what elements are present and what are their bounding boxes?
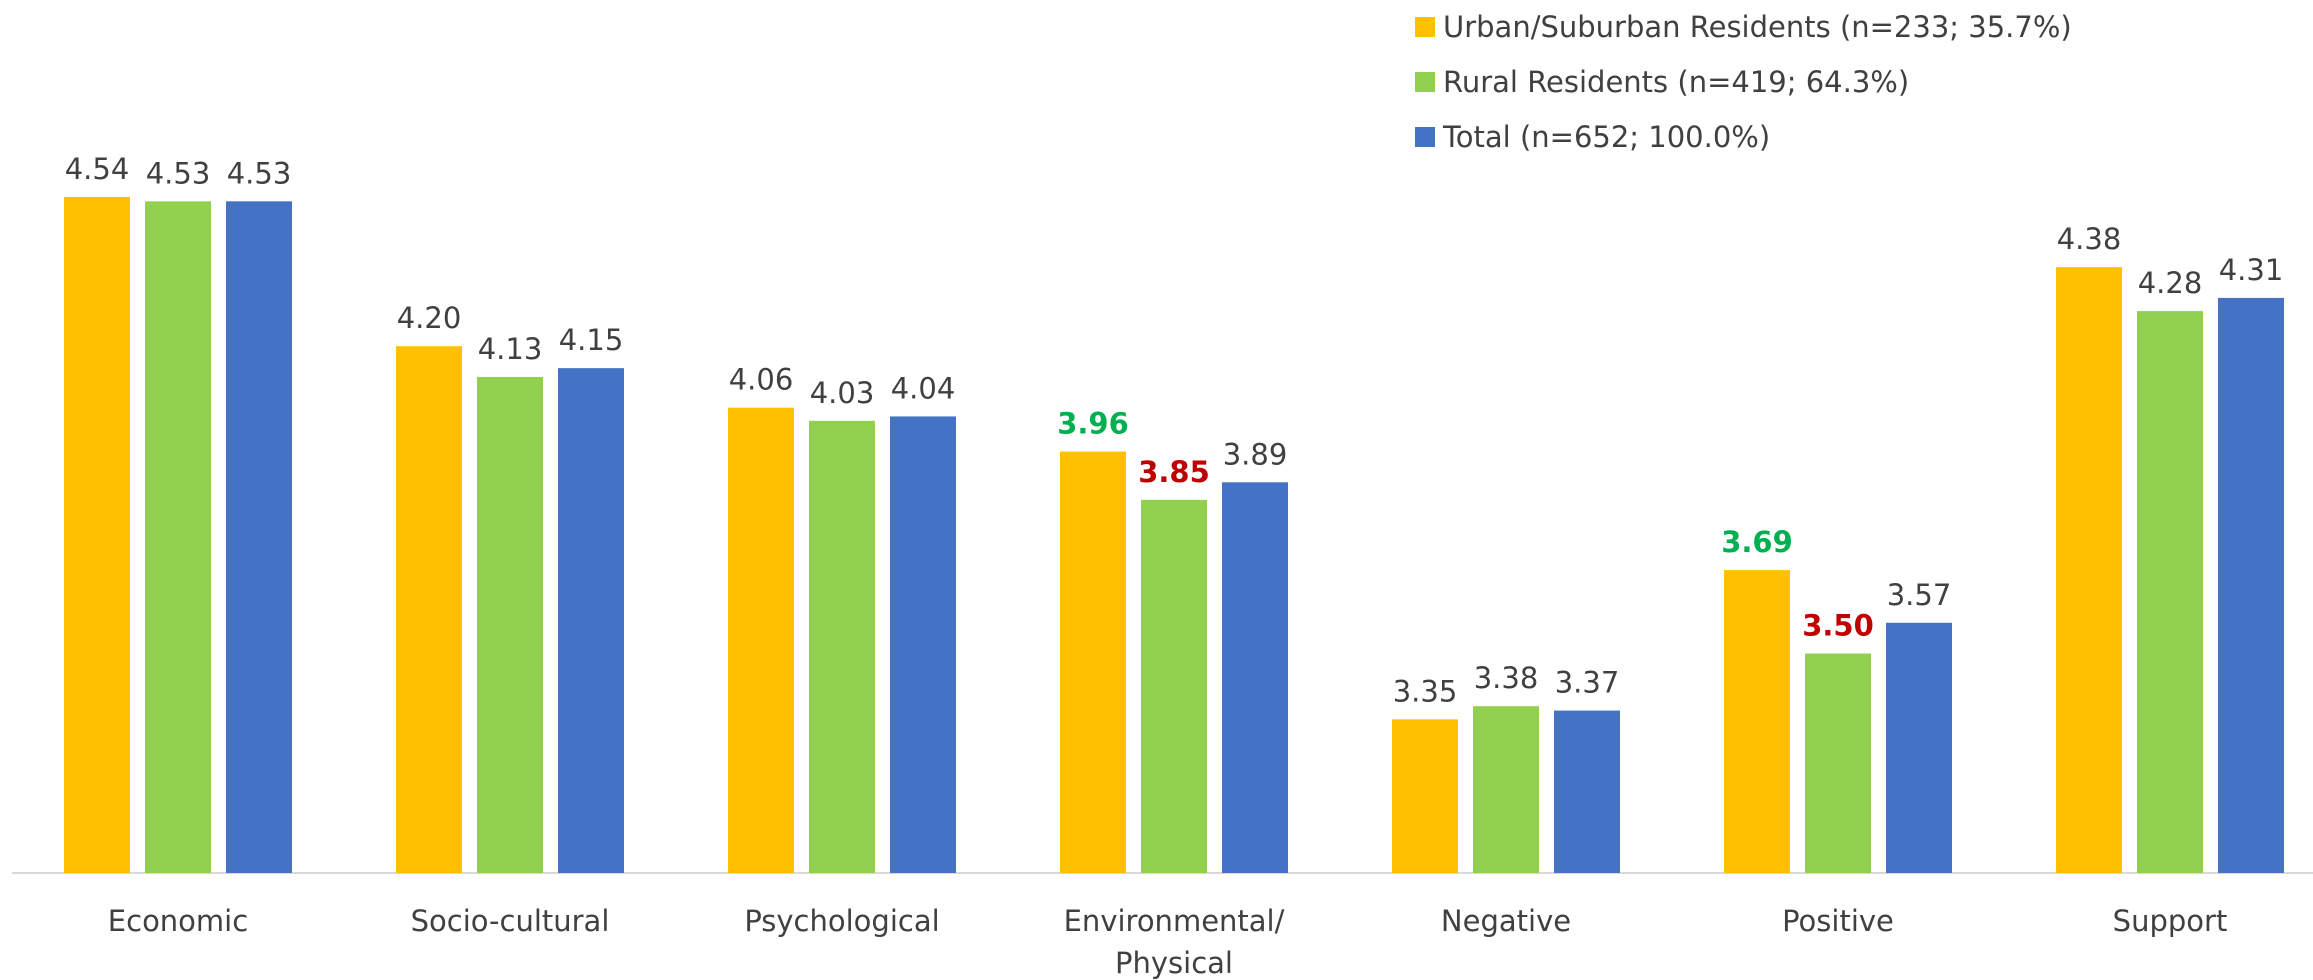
bar xyxy=(477,376,543,873)
data-label: 3.38 xyxy=(1474,661,1539,695)
legend-label: Total (n=652; 100.0%) xyxy=(1442,120,1770,154)
bar xyxy=(558,368,624,873)
data-label: 3.85 xyxy=(1138,455,1210,489)
data-label: 4.28 xyxy=(2138,266,2203,300)
bar xyxy=(64,196,130,873)
bar xyxy=(2056,267,2122,873)
bar xyxy=(396,346,462,873)
data-label: 3.69 xyxy=(1721,525,1793,559)
data-label: 4.04 xyxy=(891,371,956,405)
data-label: 4.31 xyxy=(2219,253,2284,287)
legend-label: Urban/Suburban Residents (n=233; 35.7%) xyxy=(1443,10,2072,44)
legend-swatch xyxy=(1415,72,1435,92)
data-label: 3.57 xyxy=(1887,578,1952,612)
bar xyxy=(1060,451,1126,873)
bar xyxy=(226,201,292,873)
x-tick-label: Environmental/ Physical xyxy=(1063,904,1285,980)
legend-swatch xyxy=(1415,17,1435,37)
data-label: 3.37 xyxy=(1555,666,1620,700)
bar xyxy=(1222,482,1288,873)
data-label: 4.54 xyxy=(65,152,130,186)
bar xyxy=(890,416,956,873)
bar xyxy=(2137,311,2203,874)
legend-label: Rural Residents (n=419; 64.3%) xyxy=(1443,65,1909,99)
x-tick-label: Support xyxy=(2112,904,2228,938)
bar xyxy=(2218,297,2284,873)
x-tick-label: Negative xyxy=(1440,904,1572,938)
bar xyxy=(728,407,794,873)
data-label: 4.06 xyxy=(729,363,794,397)
x-tick-label: Psychological xyxy=(744,904,940,938)
data-label: 3.96 xyxy=(1057,407,1129,441)
data-label: 4.13 xyxy=(478,332,543,366)
data-label: 3.89 xyxy=(1223,437,1288,471)
data-label: 4.53 xyxy=(146,156,211,190)
bar xyxy=(1724,570,1790,873)
legend-swatch xyxy=(1415,127,1435,147)
bar xyxy=(1554,710,1620,873)
data-label: 3.35 xyxy=(1393,674,1458,708)
bar xyxy=(1886,622,1952,873)
bar xyxy=(1141,499,1207,873)
bar xyxy=(1392,719,1458,873)
bar xyxy=(1473,706,1539,873)
data-label: 3.50 xyxy=(1802,609,1874,643)
data-label: 4.38 xyxy=(2057,222,2122,256)
bar xyxy=(145,201,211,873)
x-tick-label: Positive xyxy=(1782,904,1894,938)
data-label: 4.03 xyxy=(810,376,875,410)
x-tick-label: Economic xyxy=(107,904,249,938)
bar xyxy=(809,420,875,873)
bar xyxy=(1805,653,1871,873)
data-label: 4.15 xyxy=(559,323,624,357)
x-tick-label: Socio-cultural xyxy=(410,904,610,938)
data-label: 4.53 xyxy=(227,156,292,190)
data-label: 4.20 xyxy=(397,301,462,335)
